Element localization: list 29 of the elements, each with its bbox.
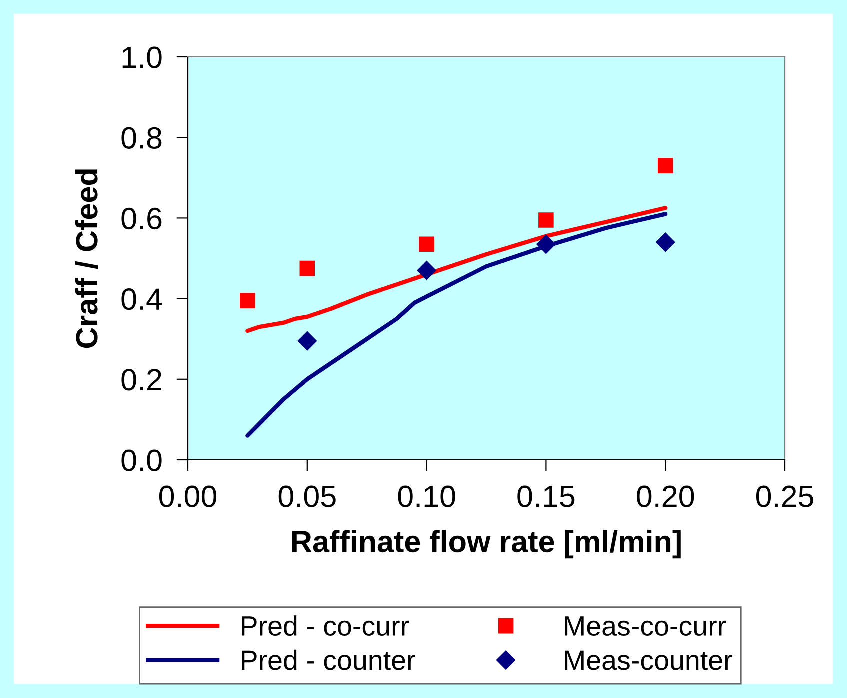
point — [656, 232, 676, 252]
point — [240, 293, 256, 308]
point — [298, 332, 317, 351]
point — [536, 234, 556, 254]
y-tick-label: 0.0 — [122, 450, 162, 472]
y-tick-label: 0.8 — [122, 127, 162, 149]
x-tick-label: 0.10 — [398, 486, 456, 508]
x-tick-label: 0.00 — [159, 486, 217, 508]
x-tick-label: 0.20 — [637, 486, 694, 508]
point — [538, 212, 554, 228]
point — [300, 260, 316, 276]
line-series — [246, 206, 668, 334]
y-tick-label: 0.4 — [122, 288, 162, 310]
legend-label: Meas-co-curr — [565, 616, 726, 636]
legend-label: Pred - co-curr — [242, 616, 410, 636]
x-tick-label: 0.05 — [278, 486, 336, 508]
y-axis-title: Craff / Cfeed — [75, 170, 98, 348]
x-axis-title: Raffinate flow rate [ml/min] — [292, 530, 681, 559]
point — [658, 158, 674, 174]
legend-label: Meas-counter — [565, 650, 732, 670]
point — [419, 236, 434, 252]
point — [417, 261, 436, 280]
x-tick-label: 0.15 — [518, 486, 575, 508]
x-tick-label: 0.25 — [756, 486, 814, 508]
y-tick-label: 0.6 — [122, 208, 162, 230]
y-tick-label: 0.2 — [122, 369, 162, 391]
y-tick-label: 1.0 — [122, 46, 162, 68]
legend-label: Pred - counter — [242, 650, 416, 670]
line-series — [246, 212, 668, 438]
